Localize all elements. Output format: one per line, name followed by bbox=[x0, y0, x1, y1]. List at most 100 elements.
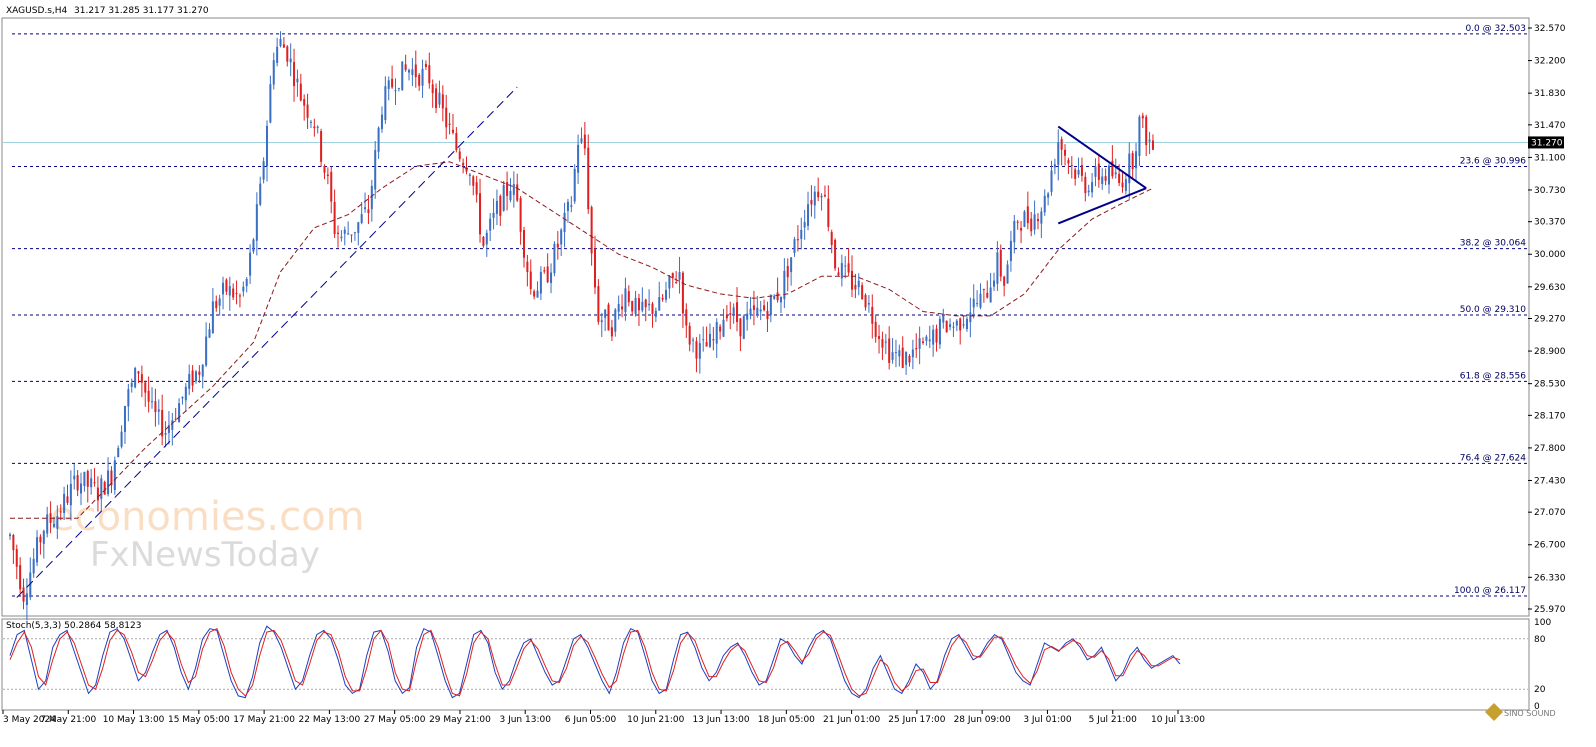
stoch-series-main bbox=[9, 625, 1181, 699]
watermark-line1: economies.com bbox=[50, 494, 365, 540]
candle-body bbox=[779, 296, 782, 303]
candle-body bbox=[96, 487, 99, 501]
candle-body bbox=[384, 86, 387, 120]
candle-body bbox=[786, 266, 789, 278]
candle-body bbox=[763, 305, 766, 311]
candle-body bbox=[556, 243, 559, 248]
candle-body bbox=[347, 233, 350, 235]
candle-body bbox=[107, 470, 110, 495]
candle-body bbox=[908, 355, 911, 363]
candle-body bbox=[1121, 182, 1124, 188]
candle-body bbox=[333, 201, 336, 234]
candle-body bbox=[1023, 211, 1026, 227]
candle-body bbox=[255, 204, 258, 241]
candle-body bbox=[326, 174, 329, 177]
candle-body bbox=[458, 151, 461, 160]
candle-body bbox=[685, 309, 688, 326]
candle-body bbox=[570, 205, 573, 207]
candle-body bbox=[921, 341, 925, 344]
candle-body bbox=[577, 144, 580, 173]
candle-body bbox=[93, 482, 96, 484]
candle-body bbox=[448, 123, 451, 125]
fib-level-label: 23.6 @ 30.996 bbox=[1460, 157, 1527, 167]
candle-body bbox=[482, 237, 485, 246]
candle-body bbox=[509, 190, 512, 201]
candle-body bbox=[519, 198, 522, 232]
fib-level-label: 100.0 @ 26.117 bbox=[1454, 586, 1526, 596]
candle-body bbox=[756, 307, 759, 315]
candle-body bbox=[945, 320, 948, 333]
stoch-y-tick-label: 100 bbox=[1534, 618, 1551, 628]
candle-body bbox=[110, 470, 113, 486]
y-tick-label: 31.470 bbox=[1534, 121, 1566, 131]
candle-body bbox=[590, 207, 593, 254]
candle-body bbox=[462, 162, 465, 166]
candle-body bbox=[147, 390, 150, 402]
candle-body bbox=[127, 389, 130, 407]
candle-body bbox=[201, 364, 204, 377]
candle-body bbox=[52, 524, 55, 527]
candle-body bbox=[580, 138, 583, 142]
candle-body bbox=[830, 231, 833, 245]
y-tick-label: 25.970 bbox=[1534, 605, 1566, 615]
candle-body bbox=[932, 329, 935, 345]
candle-body bbox=[353, 232, 356, 234]
candle-body bbox=[796, 239, 799, 241]
candle-body bbox=[228, 286, 231, 296]
candle-body bbox=[90, 478, 93, 488]
x-tick-label: 13 Jun 13:00 bbox=[692, 715, 749, 725]
candle-body bbox=[495, 200, 498, 214]
logo-diamond-icon bbox=[1485, 703, 1503, 721]
candle-body bbox=[1087, 190, 1090, 193]
candle-body bbox=[1104, 176, 1107, 181]
x-tick-label: 10 May 13:00 bbox=[103, 715, 165, 725]
candle-body bbox=[644, 299, 647, 308]
candle-body bbox=[293, 62, 296, 87]
candle-body bbox=[380, 114, 383, 130]
candle-body bbox=[878, 336, 881, 339]
candle-body bbox=[1138, 116, 1141, 156]
candle-body bbox=[901, 347, 904, 368]
candle-body bbox=[600, 320, 603, 323]
candle-body bbox=[404, 64, 407, 70]
candle-body bbox=[769, 295, 772, 315]
candle-body bbox=[144, 382, 147, 393]
y-tick-label: 30.370 bbox=[1534, 218, 1566, 228]
candle-body bbox=[360, 214, 363, 223]
candle-body bbox=[370, 185, 373, 210]
candle-body bbox=[435, 88, 438, 109]
candle-body bbox=[343, 229, 346, 234]
candle-body bbox=[1020, 227, 1023, 231]
candle-body bbox=[411, 69, 414, 75]
stoch-y-tick-label: 80 bbox=[1534, 635, 1546, 645]
candle-body bbox=[982, 288, 985, 290]
candle-body bbox=[617, 304, 620, 312]
candle-body bbox=[894, 352, 897, 354]
candle-body bbox=[533, 291, 536, 297]
x-tick-label: 18 Jun 05:00 bbox=[758, 715, 815, 725]
candle-body bbox=[1145, 116, 1148, 146]
candle-body bbox=[100, 478, 103, 499]
candle-body bbox=[174, 418, 177, 420]
candle-body bbox=[563, 212, 566, 233]
candle-body bbox=[1030, 218, 1033, 232]
triangle-upper-line bbox=[1057, 125, 1147, 190]
ohlc-label: 31.217 31.285 31.177 31.270 bbox=[74, 6, 209, 16]
candle-body bbox=[955, 320, 958, 326]
candle-body bbox=[935, 328, 938, 343]
candle-body bbox=[394, 90, 397, 92]
candle-body bbox=[1084, 176, 1087, 194]
candle-body bbox=[1141, 115, 1144, 119]
candle-body bbox=[377, 127, 380, 152]
candle-body bbox=[42, 530, 45, 544]
candle-body bbox=[624, 288, 627, 313]
candle-body bbox=[320, 131, 323, 162]
candle-body bbox=[543, 270, 546, 272]
candle-body bbox=[492, 212, 495, 218]
fib-level-label: 50.0 @ 29.310 bbox=[1460, 305, 1527, 315]
candle-body bbox=[289, 58, 292, 63]
candle-body bbox=[222, 282, 225, 295]
x-tick-label: 27 May 05:00 bbox=[364, 715, 426, 725]
candle-body bbox=[215, 301, 218, 309]
